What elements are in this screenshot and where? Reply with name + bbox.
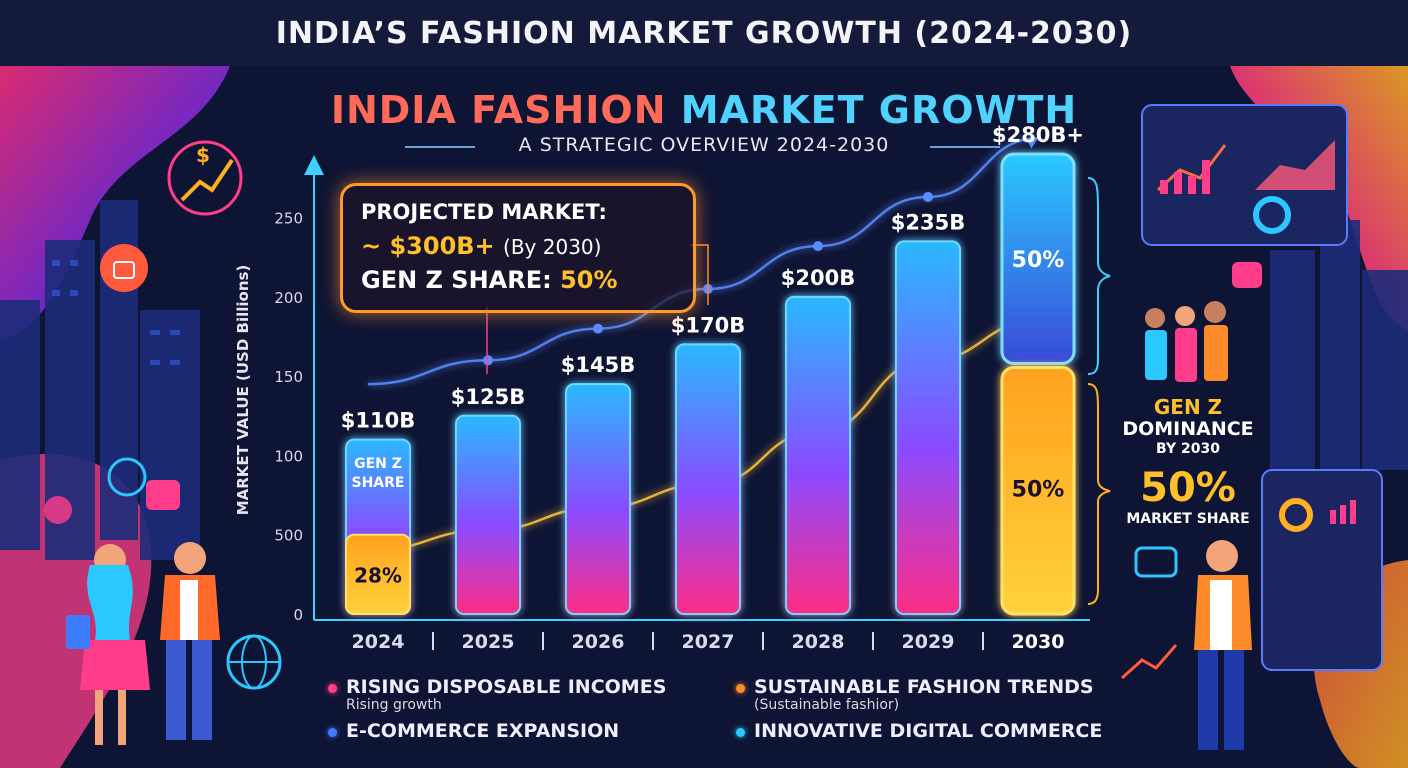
trend-line-upper-point-5 (923, 191, 933, 202)
bar-value-label-2026: $145B (561, 353, 635, 377)
genz-share-value: 28% (354, 563, 402, 587)
gen-z-group (1145, 301, 1228, 382)
callout-genz-value: 50% (560, 266, 618, 294)
location-icon (44, 496, 72, 524)
bar-value-label-2024: $110B (341, 409, 415, 433)
subtitle-rule-right (930, 146, 1000, 148)
callout-genz-label: GEN Z SHARE: (361, 266, 552, 294)
bar-value-label-2025: $125B (451, 385, 525, 409)
phone-user (1194, 540, 1252, 750)
genz-value: 50% (1140, 465, 1236, 511)
legend-sub-1: (Sustainable fashior) (754, 697, 900, 713)
legend-item-1: SUSTAINABLE FASHION TRENDS (754, 676, 1094, 698)
subtitle-rule-left (405, 146, 475, 148)
projection-callout: PROJECTED MARKET: ~ $300B+ (By 2030) GEN… (340, 183, 696, 313)
bar-2030-top-label: 50% (1012, 248, 1065, 273)
heart-icon (107, 457, 147, 497)
legend-dot-1 (736, 684, 745, 693)
shopping-bag-icon (100, 244, 148, 292)
bar-2030-top (1000, 152, 1076, 365)
legend-item-2: E-COMMERCE EXPANSION (346, 720, 620, 742)
bar-2030-genz (1000, 365, 1076, 616)
header-title: INDIA’S FASHION MARKET GROWTH (2024-2030… (275, 15, 1133, 51)
genz-title-line2: DOMINANCE (1122, 418, 1254, 440)
legend-sub-0: Rising growth (346, 697, 442, 713)
chat-icon (1134, 546, 1178, 578)
brace-top (1087, 177, 1111, 375)
legend-item-3: INNOVATIVE DIGITAL COMMERCE (754, 720, 1103, 742)
y-tick-label-5: 250 (274, 210, 303, 228)
legend-item-0: RISING DISPOSABLE INCOMES (346, 676, 667, 698)
bar-2028 (785, 295, 851, 615)
x-tick-label-2026: 2026 (572, 631, 625, 653)
legend-dot-0 (328, 684, 337, 693)
genz-title-line3: BY 2030 (1156, 441, 1220, 457)
svg-text:$: $ (196, 143, 210, 167)
y-tick-label-4: 200 (274, 289, 303, 307)
y-tick-label-3: 150 (274, 368, 303, 386)
genz-share-label-1: GEN Z (354, 456, 402, 472)
x-tick-label-2025: 2025 (462, 631, 515, 653)
bar-2029 (895, 240, 961, 615)
bar-2030-genz-label: 50% (1012, 478, 1065, 503)
infographic-title: INDIA FASHION MARKET GROWTH (0, 88, 1408, 132)
brace-bottom (1087, 383, 1111, 605)
bar-value-label-2029: $235B (891, 210, 965, 234)
shopper-woman (66, 544, 150, 745)
y-tick-label-2: 100 (274, 447, 303, 465)
header-bar: INDIA’S FASHION MARKET GROWTH (2024-2030… (0, 0, 1408, 68)
trend-line-upper-point-4 (813, 241, 823, 252)
x-tick-label-2028: 2028 (792, 631, 845, 653)
growth-icon (167, 140, 243, 216)
legend-dot-3 (736, 728, 745, 737)
bar-2027 (675, 343, 741, 615)
trend-line-upper-point-2 (593, 323, 603, 334)
tshirt-icon (1232, 262, 1262, 288)
title-part1: INDIA FASHION (330, 88, 667, 132)
y-axis-label: MARKET VALUE (USD Billions) (234, 265, 252, 516)
bar-2026 (565, 383, 631, 616)
x-tick-label-2027: 2027 (682, 631, 735, 653)
x-tick-label-2030: 2030 (1012, 631, 1065, 653)
legend-dot-2 (328, 728, 337, 737)
trend-arrow-icon (1120, 644, 1178, 680)
infographic-subtitle: A STRATEGIC OVERVIEW 2024-2030 (518, 134, 890, 156)
callout-line2: ~ $300B+ (By 2030) (361, 232, 601, 260)
trend-line-upper-arrowhead (1026, 138, 1038, 149)
genz-title-line1: GEN Z (1153, 395, 1223, 419)
x-tick-label-2029: 2029 (902, 631, 955, 653)
callout-connector-right (690, 244, 709, 305)
y-tick-label-0: 0 (293, 606, 303, 624)
bar-value-label-2028: $200B (781, 266, 855, 290)
shopper-man (160, 542, 220, 740)
bar-2025 (455, 414, 521, 615)
callout-projected-note: (By 2030) (503, 235, 602, 259)
title-part2: MARKET GROWTH (680, 88, 1078, 132)
bar-value-label-2030: $280B+ (992, 123, 1084, 147)
genz-share-label-2: SHARE (352, 475, 405, 491)
y-tick-label-1: 500 (274, 527, 303, 545)
dashboard-panel-top (1141, 104, 1348, 246)
bag-bubble-icon (146, 480, 180, 510)
bar-value-label-2027: $170B (671, 313, 745, 337)
x-tick-label-2024: 2024 (352, 631, 405, 653)
callout-projected-value: ~ $300B+ (361, 232, 495, 260)
callout-line3: GEN Z SHARE: 50% (361, 266, 618, 294)
genz-value-label: MARKET SHARE (1126, 511, 1250, 527)
bar-2024-genz (345, 533, 411, 616)
callout-line1: PROJECTED MARKET: (361, 200, 607, 224)
trend-line-upper-point-1 (483, 355, 493, 366)
